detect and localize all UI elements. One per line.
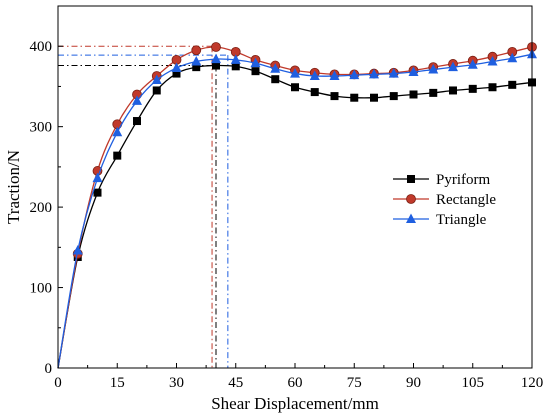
- data-point: [112, 126, 123, 137]
- data-point: [250, 57, 261, 68]
- series-pyriform: [57, 61, 536, 369]
- data-point: [230, 54, 241, 64]
- data-point: [349, 69, 360, 80]
- data-point: [92, 172, 103, 183]
- legend-marker: [406, 194, 416, 204]
- data-point: [132, 95, 142, 105]
- y-axis-label: Traction/N: [4, 150, 23, 224]
- data-point: [270, 63, 281, 73]
- y-axis: 0 100 200 300 400: [30, 39, 63, 377]
- data-point: [191, 56, 202, 66]
- data-point: [291, 83, 299, 92]
- y-tick-label: 100: [30, 281, 53, 297]
- series-triangle: [57, 48, 537, 369]
- x-tick-label: 15: [110, 375, 125, 391]
- legend-label: Rectangle: [436, 192, 496, 208]
- data-point: [409, 90, 418, 99]
- data-point: [467, 59, 478, 69]
- data-point: [191, 45, 202, 56]
- legend-marker: [406, 213, 416, 223]
- y-tick-label: 300: [30, 120, 53, 136]
- data-point: [369, 68, 379, 79]
- data-point: [151, 74, 162, 85]
- data-point: [152, 86, 161, 95]
- data-point: [350, 93, 359, 102]
- data-point: [72, 245, 83, 255]
- x-tick-label: 75: [347, 375, 362, 391]
- data-point: [449, 86, 457, 95]
- x-tick-label: 0: [54, 375, 62, 391]
- x-axis: 0 15 30 45 60 75 90 105 120: [54, 363, 543, 391]
- data-point: [370, 93, 378, 102]
- data-point: [487, 56, 498, 66]
- legend-item-triangle: Triangle: [393, 212, 487, 228]
- data-point: [212, 61, 220, 70]
- legend-marker: [407, 175, 415, 183]
- data-point: [428, 64, 439, 74]
- x-tick-label: 30: [169, 375, 184, 391]
- data-point: [388, 68, 399, 78]
- data-point: [408, 66, 419, 76]
- y-tick-label: 200: [30, 200, 53, 216]
- data-point: [192, 63, 201, 72]
- data-point: [172, 69, 181, 78]
- data-point: [330, 92, 339, 101]
- data-point: [271, 75, 280, 84]
- data-point: [507, 52, 518, 63]
- y-tick-label: 400: [30, 39, 53, 55]
- x-tick-label: 105: [462, 375, 485, 391]
- data-point: [93, 188, 102, 197]
- data-point: [448, 61, 458, 72]
- x-tick-label: 90: [406, 375, 421, 391]
- legend-label: Pyriform: [436, 172, 490, 188]
- data-point: [290, 68, 300, 78]
- peak-guide-lines: [58, 45, 229, 368]
- data-point: [309, 70, 320, 80]
- data-point: [508, 80, 517, 89]
- data-point: [251, 67, 260, 76]
- data-point: [211, 53, 221, 64]
- data-point: [231, 62, 240, 71]
- legend-label: Triangle: [436, 212, 487, 228]
- data-point: [488, 83, 497, 92]
- data-point: [211, 42, 221, 52]
- x-tick-label: 120: [521, 375, 544, 391]
- x-tick-label: 60: [288, 375, 303, 391]
- data-point: [468, 84, 477, 93]
- data-point: [113, 151, 122, 160]
- data-point: [429, 88, 438, 97]
- data-point: [133, 117, 141, 126]
- legend: Pyriform Rectangle Triangle: [393, 172, 496, 228]
- data-point: [171, 62, 182, 72]
- x-tick-label: 45: [228, 375, 243, 391]
- legend-item-rectangle: Rectangle: [393, 192, 496, 208]
- y-tick-label: 0: [45, 361, 53, 377]
- x-axis-label: Shear Displacement/mm: [211, 394, 379, 413]
- data-point: [389, 92, 398, 101]
- data-point: [329, 70, 340, 80]
- series-layer: [57, 42, 537, 369]
- legend-item-pyriform: Pyriform: [393, 172, 490, 188]
- data-point: [310, 88, 319, 97]
